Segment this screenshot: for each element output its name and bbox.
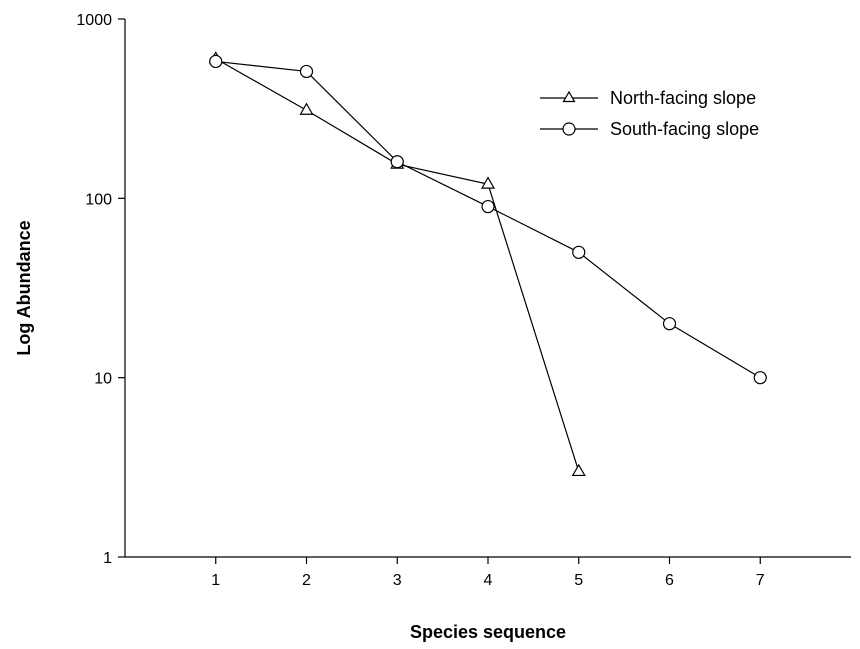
data-point-south	[209, 54, 223, 69]
legend-marker-south	[562, 122, 576, 136]
x-tick-label: 5	[574, 572, 583, 589]
data-point-south	[662, 317, 677, 331]
x-tick-label: 1	[211, 572, 220, 589]
data-point-south	[390, 155, 404, 169]
legend-entry-north: North-facing slope	[540, 88, 756, 108]
x-tick-label: 3	[393, 572, 402, 589]
series-line-south	[215, 60, 761, 379]
legend-label-south: South-facing slope	[610, 119, 759, 139]
series-line-north	[215, 58, 580, 472]
legend-marker-north	[562, 90, 576, 103]
x-tick-label: 6	[665, 572, 674, 589]
y-tick-label: 1	[103, 550, 112, 567]
x-tick-label: 4	[484, 572, 493, 589]
series-layer	[208, 51, 767, 477]
x-axis-title: Species sequence	[410, 622, 566, 642]
y-tick-label: 10	[94, 371, 112, 388]
legend: North-facing slope South-facing slope	[540, 88, 759, 139]
legend-label-north: North-facing slope	[610, 88, 756, 108]
x-ticks: 1 2 3 4 5 6 7	[211, 557, 765, 589]
x-tick-label: 7	[756, 572, 765, 589]
data-point-north	[480, 176, 496, 189]
y-tick-label: 1000	[76, 12, 112, 29]
y-axis-title: Log Abundance	[14, 220, 34, 355]
x-tick-label: 2	[302, 572, 311, 589]
data-point-south	[481, 199, 495, 214]
legend-entry-south: South-facing slope	[540, 119, 759, 139]
data-point-south	[299, 64, 314, 79]
data-point-north	[299, 102, 314, 115]
y-ticks: 1 10 100 1000	[76, 12, 125, 567]
data-point-south	[572, 245, 586, 259]
data-point-south	[753, 371, 767, 385]
y-tick-label: 100	[85, 191, 112, 208]
data-point-north	[571, 463, 586, 477]
